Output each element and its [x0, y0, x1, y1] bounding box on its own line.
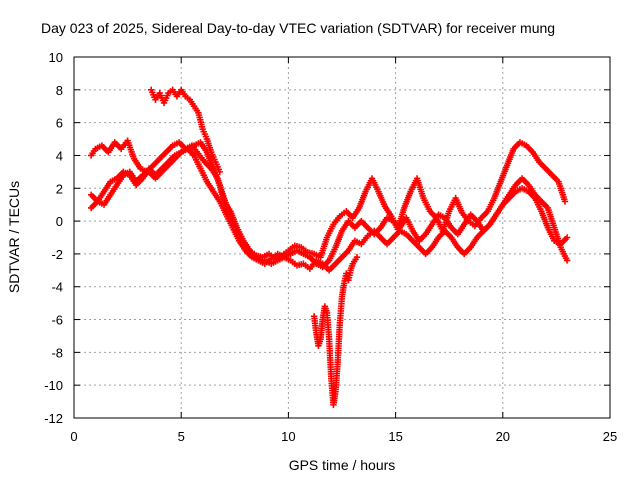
- x-axis-label: GPS time / hours: [289, 457, 396, 473]
- data-point: [563, 234, 571, 241]
- y-tick-label: -4: [51, 280, 63, 295]
- y-tick-label: -2: [51, 247, 63, 262]
- y-axis-ticks: -12 -10 -8 -6 -4 -2 0 2 4 6 8 10: [44, 50, 610, 426]
- y-axis-label: SDTVAR / TECUs: [6, 181, 22, 293]
- data-point: [563, 257, 571, 264]
- x-tick-label: 15: [388, 429, 402, 444]
- x-tick-label: 5: [178, 429, 185, 444]
- y-tick-label: 10: [49, 50, 63, 65]
- data-marks: [87, 86, 571, 409]
- data-point: [561, 198, 569, 205]
- y-tick-label: 0: [56, 214, 63, 229]
- y-tick-label: -10: [44, 378, 63, 393]
- y-tick-label: -8: [51, 345, 63, 360]
- data-point: [353, 253, 361, 261]
- data-point: [216, 168, 223, 176]
- y-tick-label: 6: [56, 116, 63, 131]
- plot-frame: [73, 56, 611, 419]
- x-tick-label: 10: [281, 429, 295, 444]
- y-tick-label: 2: [56, 181, 63, 196]
- y-tick-label: 8: [56, 83, 63, 98]
- x-tick-label: 20: [496, 429, 510, 444]
- x-tick-label: 0: [70, 429, 77, 444]
- y-tick-label: -6: [51, 313, 63, 328]
- y-tick-label: 4: [56, 148, 63, 163]
- x-axis-ticks: 0 5 10 15 20 25: [70, 57, 617, 444]
- chart-title: Day 023 of 2025, Sidereal Day-to-day VTE…: [41, 20, 555, 36]
- x-tick-label: 25: [603, 429, 617, 444]
- y-tick-label: -12: [44, 411, 63, 426]
